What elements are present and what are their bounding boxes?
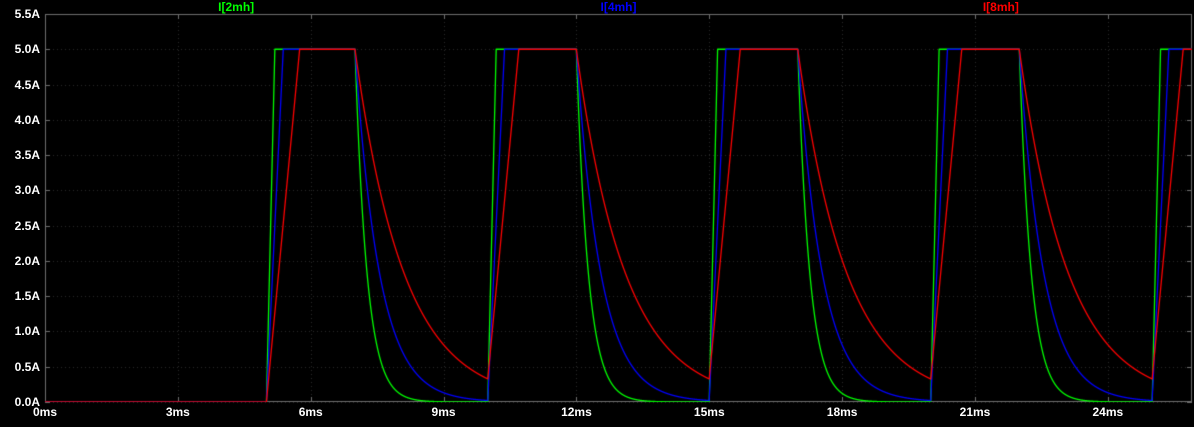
trace-legend: I[2mh] I[4mh] I[8mh]	[45, 0, 1192, 14]
y-axis-tick-label: 1.5A	[14, 289, 40, 304]
x-axis-tick-label: 24ms	[1092, 405, 1124, 419]
y-axis-tick-label: 4.5A	[14, 77, 40, 92]
x-axis-tick-label: 12ms	[561, 405, 592, 419]
y-axis-tick-label: 5.5A	[14, 7, 40, 21]
legend-item-trace-3[interactable]: I[8mh]	[982, 0, 1019, 14]
y-axis-tick-label: 3.5A	[14, 148, 40, 163]
y-axis-tick-label: 4.0A	[14, 112, 40, 127]
x-axis-tick-label: 21ms	[959, 405, 991, 419]
x-axis-tick-label: 18ms	[826, 405, 858, 419]
x-axis-tick-label: 15ms	[693, 405, 725, 419]
y-axis-tick-label: 0.0A	[14, 395, 40, 409]
y-axis-tick-label: 1.0A	[14, 324, 40, 339]
legend-item-trace-2[interactable]: I[4mh]	[600, 0, 637, 14]
y-axis-tick-label: 5.0A	[14, 42, 40, 57]
x-axis-tick-label: 0ms	[32, 405, 58, 419]
y-axis-tick-label: 2.0A	[14, 253, 40, 268]
y-axis-tick-label: 0.5A	[14, 359, 40, 374]
x-axis-tick-label: 9ms	[431, 405, 456, 419]
y-axis-tick-label: 3.0A	[14, 183, 40, 198]
x-axis-tick-label: 3ms	[165, 405, 190, 419]
y-axis-tick-label: 2.5A	[14, 218, 40, 233]
legend-item-trace-1[interactable]: I[2mh]	[218, 0, 255, 14]
x-axis-tick-label: 6ms	[298, 405, 323, 419]
